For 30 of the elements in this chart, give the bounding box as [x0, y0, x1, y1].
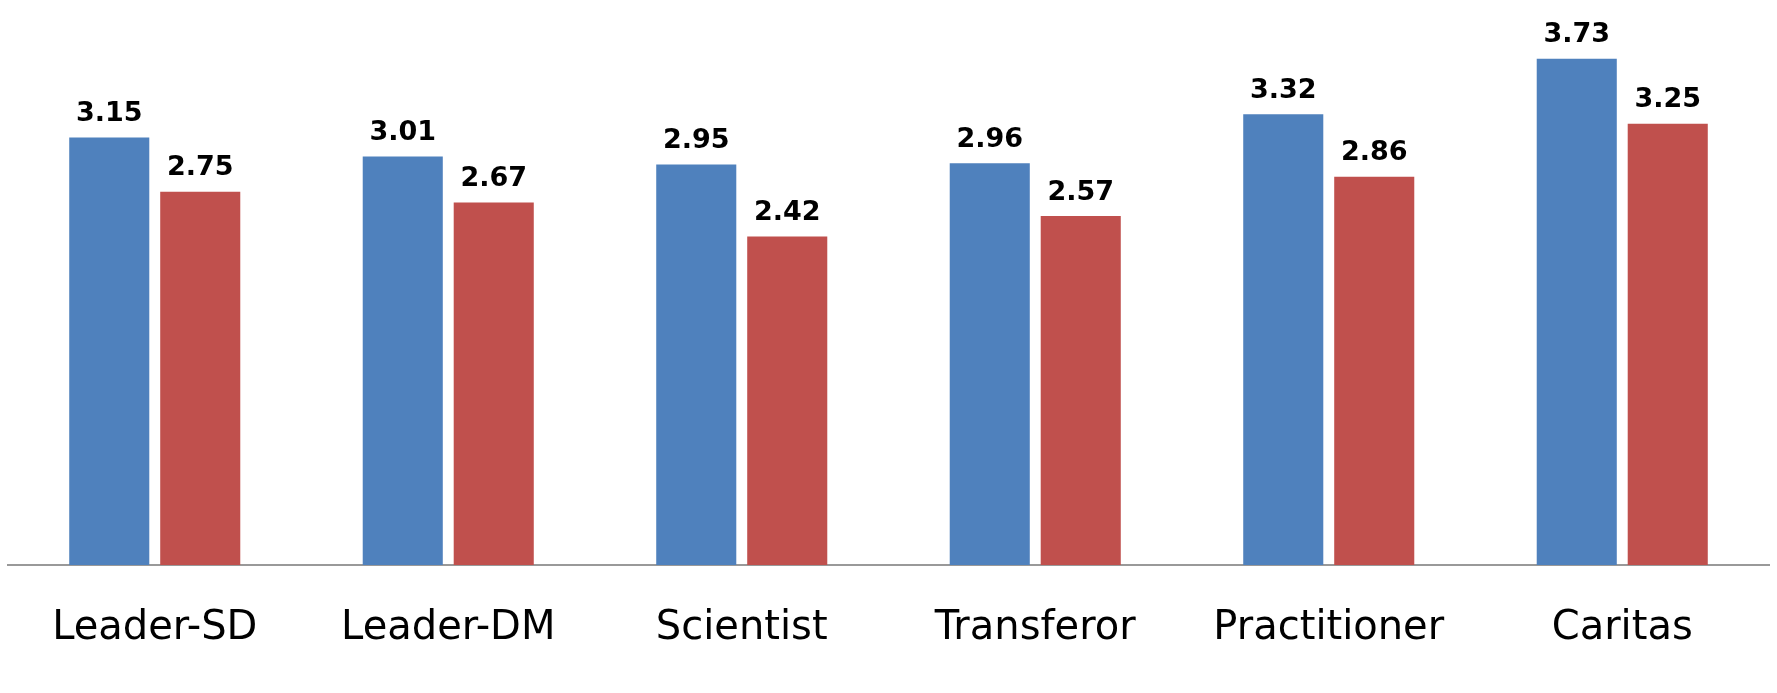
data-label: 2.57 [1047, 174, 1115, 206]
bar [1334, 176, 1415, 565]
data-label: 2.95 [662, 123, 730, 155]
bar [1040, 216, 1121, 565]
data-label: 2.96 [956, 121, 1024, 153]
x-tick-label: Leader-SD [52, 602, 258, 649]
bar [747, 236, 828, 565]
bar [656, 164, 737, 565]
data-label: 3.73 [1543, 17, 1611, 49]
data-label: 2.75 [166, 150, 234, 182]
bar [362, 156, 443, 565]
bar [1536, 58, 1617, 565]
bar [949, 163, 1030, 565]
bar [160, 191, 241, 565]
data-label: 2.67 [460, 161, 528, 193]
data-label: 2.42 [753, 195, 821, 226]
bar [453, 202, 534, 565]
data-label: 3.25 [1634, 82, 1702, 114]
x-tick-label: Caritas [1551, 602, 1693, 649]
data-label: 3.32 [1249, 72, 1317, 104]
data-label: 2.86 [1340, 135, 1408, 167]
x-tick-label: Scientist [655, 602, 828, 649]
data-label: 3.15 [75, 95, 143, 127]
x-tick-label: Transferor [933, 602, 1137, 649]
x-tick-label: Practitioner [1213, 602, 1445, 649]
data-label: 3.01 [369, 114, 437, 146]
bar [69, 137, 150, 565]
bar [1627, 123, 1708, 565]
bar [1243, 114, 1324, 565]
x-tick-label: Leader-DM [341, 602, 556, 649]
